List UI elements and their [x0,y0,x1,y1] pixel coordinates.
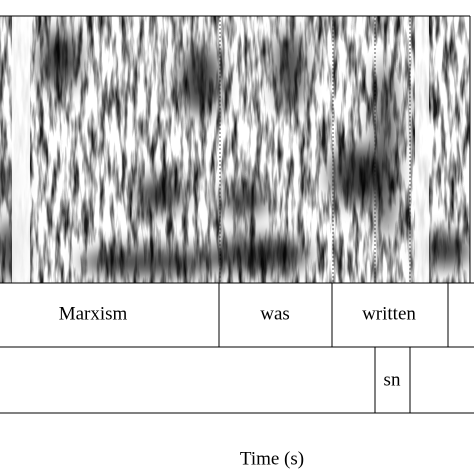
word-label: Marxism [59,303,128,324]
spectrogram [0,16,470,283]
frame [0,15,474,414]
word-label: written [362,303,416,324]
x-axis-label: Time (s) [240,448,304,469]
segment-label: sn [384,369,401,390]
word-label: was [260,303,290,324]
